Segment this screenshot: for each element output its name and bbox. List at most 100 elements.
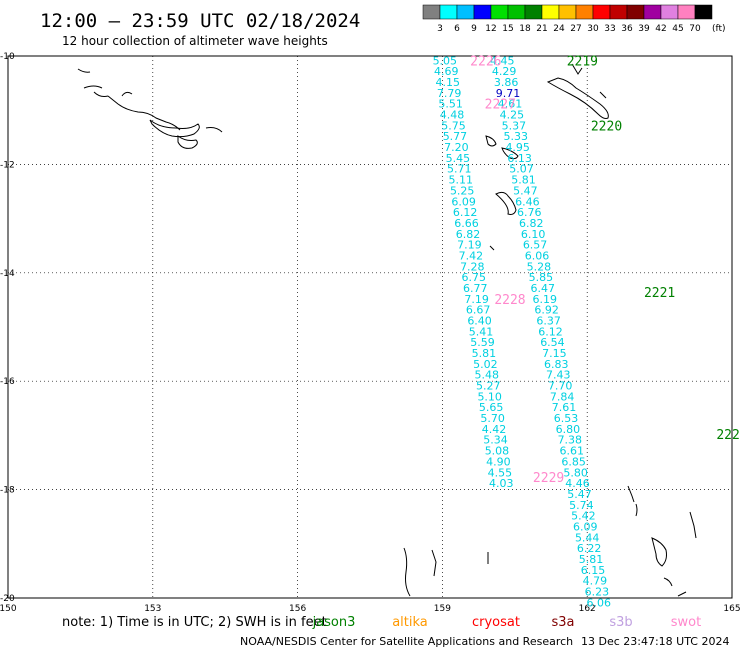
- swh-value: 6.15: [581, 564, 606, 577]
- swh-value: 6.83: [544, 358, 569, 371]
- swh-value: 6.53: [554, 412, 579, 425]
- latitude-label: -18: [0, 486, 15, 496]
- swh-value: 6.13: [507, 152, 532, 165]
- longitude-label: 162: [579, 604, 596, 614]
- swh-value: 5.33: [504, 130, 529, 143]
- legend-swatch: [507, 4, 526, 20]
- swh-value: 5.47: [513, 184, 538, 197]
- swh-value: 4.46: [565, 477, 590, 490]
- swh-value: 5.65: [479, 401, 504, 414]
- swh-value: 4.79: [583, 575, 608, 588]
- swh-value: 6.57: [523, 239, 548, 252]
- legend-swatch: [626, 4, 645, 20]
- swh-value: 6.61: [560, 445, 585, 458]
- legend-swatch: [575, 4, 594, 20]
- swh-value: 4.45: [490, 54, 515, 67]
- swh-value: 6.40: [467, 314, 492, 327]
- coastline-louisiade: [149, 119, 200, 138]
- map-gridlines: [8, 56, 732, 598]
- swh-value: 5.37: [502, 119, 527, 132]
- legend-label: 3: [437, 24, 443, 34]
- swh-value: 6.67: [466, 304, 491, 317]
- legend-label: 15: [502, 24, 513, 34]
- legend-label: 27: [570, 24, 581, 34]
- legend-swatch: [524, 4, 543, 20]
- legend-swatch: [643, 4, 662, 20]
- coastline-islet-f: [489, 245, 495, 251]
- swh-value: 6.22: [577, 542, 602, 555]
- swh-value: 4.55: [488, 466, 513, 479]
- swh-value: 5.41: [469, 325, 494, 338]
- track-label: 2226: [470, 54, 501, 69]
- longitude-label: 159: [434, 604, 451, 614]
- page-subtitle: 12 hour collection of altimeter wave hei…: [62, 34, 328, 48]
- color-legend: 3 6 9 12 15 18 21 24 27 30 33 36 39 42 45 70: [422, 4, 713, 34]
- legend-unit: (ft): [712, 24, 726, 34]
- swh-value: 6.46: [515, 195, 540, 208]
- swh-value: 4.25: [500, 109, 525, 122]
- swh-value: 9.71: [496, 87, 521, 100]
- swh-value: 6.82: [519, 217, 544, 230]
- swh-value: 4.29: [492, 65, 517, 78]
- swh-value: 5.42: [571, 510, 596, 523]
- coastline-vanuatu-c: [651, 537, 667, 567]
- latitude-label: -20: [0, 594, 15, 604]
- swh-value: 5.11: [448, 174, 473, 187]
- satellite-legend-item: altika: [392, 615, 428, 630]
- swh-value: 4.90: [486, 455, 511, 468]
- swh-value: 5.08: [485, 445, 510, 458]
- legend-label: 24: [553, 24, 565, 34]
- swh-value: 6.10: [521, 228, 546, 241]
- swh-value: 6.12: [538, 325, 563, 338]
- legend-label: 36: [621, 24, 633, 34]
- latitude-label: -16: [0, 377, 15, 387]
- legend-label: 39: [638, 24, 650, 34]
- coastline-vanuatu-e: [677, 591, 687, 597]
- swh-value: 5.44: [575, 531, 600, 544]
- swh-value: 6.06: [587, 596, 612, 609]
- legend-label: 33: [604, 24, 615, 34]
- legend-swatch: [490, 4, 509, 20]
- swh-value: 5.28: [527, 260, 552, 273]
- swh-value: 7.38: [558, 434, 583, 447]
- latitude-label: -10: [0, 52, 15, 62]
- legend-label: 42: [655, 24, 666, 34]
- swh-value: 6.92: [534, 304, 559, 317]
- longitude-label: 150: [0, 604, 17, 614]
- coastline-vanuatu-a: [627, 485, 635, 503]
- swh-value: 7.70: [548, 380, 573, 393]
- swh-value: 5.75: [441, 119, 466, 132]
- coastline-islet-c: [121, 91, 133, 97]
- coastline-vanuatu-f: [689, 511, 697, 539]
- swh-value: 4.03: [489, 477, 514, 490]
- track-label: 2221: [644, 286, 675, 301]
- swh-value: 6.82: [456, 228, 481, 241]
- track-label: 2228: [494, 293, 525, 308]
- legend-swatch: [592, 4, 611, 20]
- legend-label: 45: [672, 24, 683, 34]
- swh-value: 4.42: [482, 423, 507, 436]
- swh-value: 5.25: [450, 184, 475, 197]
- legend-swatch: [473, 4, 492, 20]
- swh-value: 6.75: [462, 271, 487, 284]
- legend-swatch: [439, 4, 458, 20]
- swh-value: 7.43: [546, 369, 571, 382]
- swh-value: 6.09: [451, 195, 476, 208]
- swh-value: 7.20: [444, 141, 469, 154]
- legend-swatch: [609, 4, 628, 20]
- swh-value: 6.77: [463, 282, 488, 295]
- legend-label: 21: [536, 24, 547, 34]
- satellite-legend-item: swot: [671, 615, 701, 630]
- legend-label: 12: [485, 24, 496, 34]
- swh-value: 5.27: [476, 380, 501, 393]
- swh-value: 4.15: [435, 76, 460, 89]
- swh-value: 5.47: [567, 488, 592, 501]
- longitude-label: 153: [144, 604, 161, 614]
- longitude-label: 165: [723, 604, 740, 614]
- coastline-islet-d: [501, 147, 519, 160]
- coastline-png: [77, 68, 181, 131]
- swh-value: 5.10: [477, 390, 502, 403]
- swh-value: 5.71: [447, 163, 472, 176]
- swh-value: 6.09: [573, 520, 598, 533]
